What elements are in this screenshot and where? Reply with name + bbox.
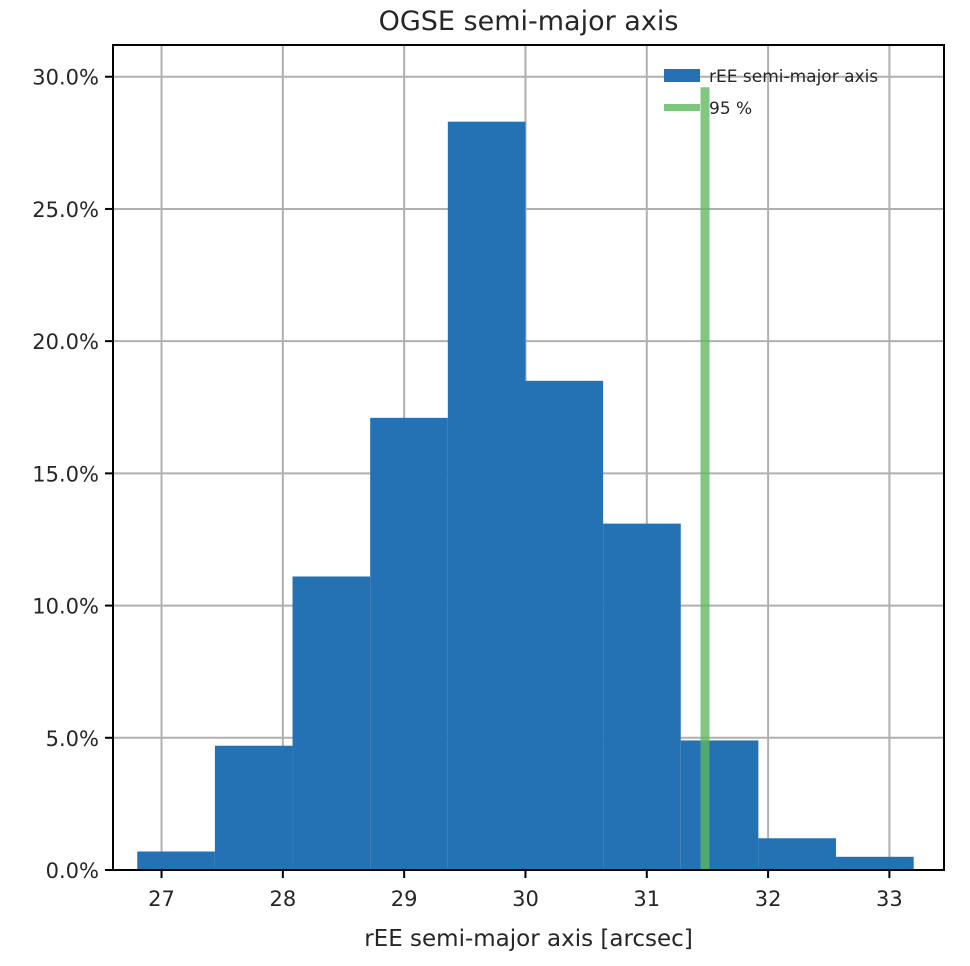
histogram-bar-5 xyxy=(447,121,526,871)
y-tick-label-20: 20.0% xyxy=(32,330,99,354)
x-tick-label-30: 30 xyxy=(512,887,539,911)
y-tick-label-0: 0.0% xyxy=(46,859,99,883)
legend: rEE semi-major axis 95 % xyxy=(664,67,878,119)
x-tick-label-29: 29 xyxy=(391,887,418,911)
histogram-bar-2 xyxy=(214,745,293,870)
legend-label-histogram: rEE semi-major axis xyxy=(709,67,878,87)
x-tick-label-32: 32 xyxy=(755,887,782,911)
x-axis-ticks: 27 28 29 30 31 32 33 xyxy=(148,870,903,911)
histogram-bar-9 xyxy=(758,838,837,870)
histogram-bars xyxy=(137,121,914,871)
y-axis-ticks: 0.0% 5.0% 10.0% 15.0% 20.0% 25.0% 30.0% xyxy=(32,66,113,883)
x-tick-label-27: 27 xyxy=(148,887,175,911)
legend-swatch-histogram xyxy=(664,69,700,82)
grid-lines xyxy=(113,45,944,871)
x-axis-label: rEE semi-major axis [arcsec] xyxy=(364,926,693,952)
y-tick-label-10: 10.0% xyxy=(32,595,99,619)
histogram-bar-4 xyxy=(370,417,448,870)
x-tick-label-31: 31 xyxy=(633,887,660,911)
histogram-bar-7 xyxy=(603,523,681,870)
histogram-bar-1 xyxy=(137,851,215,870)
y-tick-label-25: 25.0% xyxy=(32,198,99,222)
histogram-bar-10 xyxy=(836,856,914,870)
y-tick-label-5: 5.0% xyxy=(46,727,99,751)
x-tick-label-28: 28 xyxy=(269,887,296,911)
x-tick-label-33: 33 xyxy=(876,887,903,911)
chart-title: OGSE semi-major axis xyxy=(379,6,679,37)
histogram-bar-6 xyxy=(525,380,604,870)
histogram-bar-3 xyxy=(292,576,371,870)
histogram-bar-8 xyxy=(680,740,759,870)
y-tick-label-15: 15.0% xyxy=(32,462,99,486)
legend-swatch-percentile xyxy=(664,104,700,111)
plot-frame xyxy=(112,44,945,871)
legend-label-percentile: 95 % xyxy=(709,99,752,119)
y-tick-label-30: 30.0% xyxy=(32,66,99,90)
